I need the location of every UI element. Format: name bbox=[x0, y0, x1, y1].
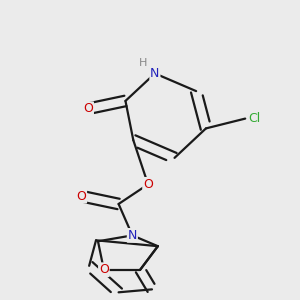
Text: O: O bbox=[143, 178, 153, 191]
Text: O: O bbox=[76, 190, 86, 202]
Text: O: O bbox=[83, 102, 93, 115]
Text: N: N bbox=[150, 67, 160, 80]
Text: H: H bbox=[139, 58, 148, 68]
Text: Cl: Cl bbox=[248, 112, 260, 125]
Text: O: O bbox=[99, 263, 109, 276]
Text: N: N bbox=[128, 229, 137, 242]
